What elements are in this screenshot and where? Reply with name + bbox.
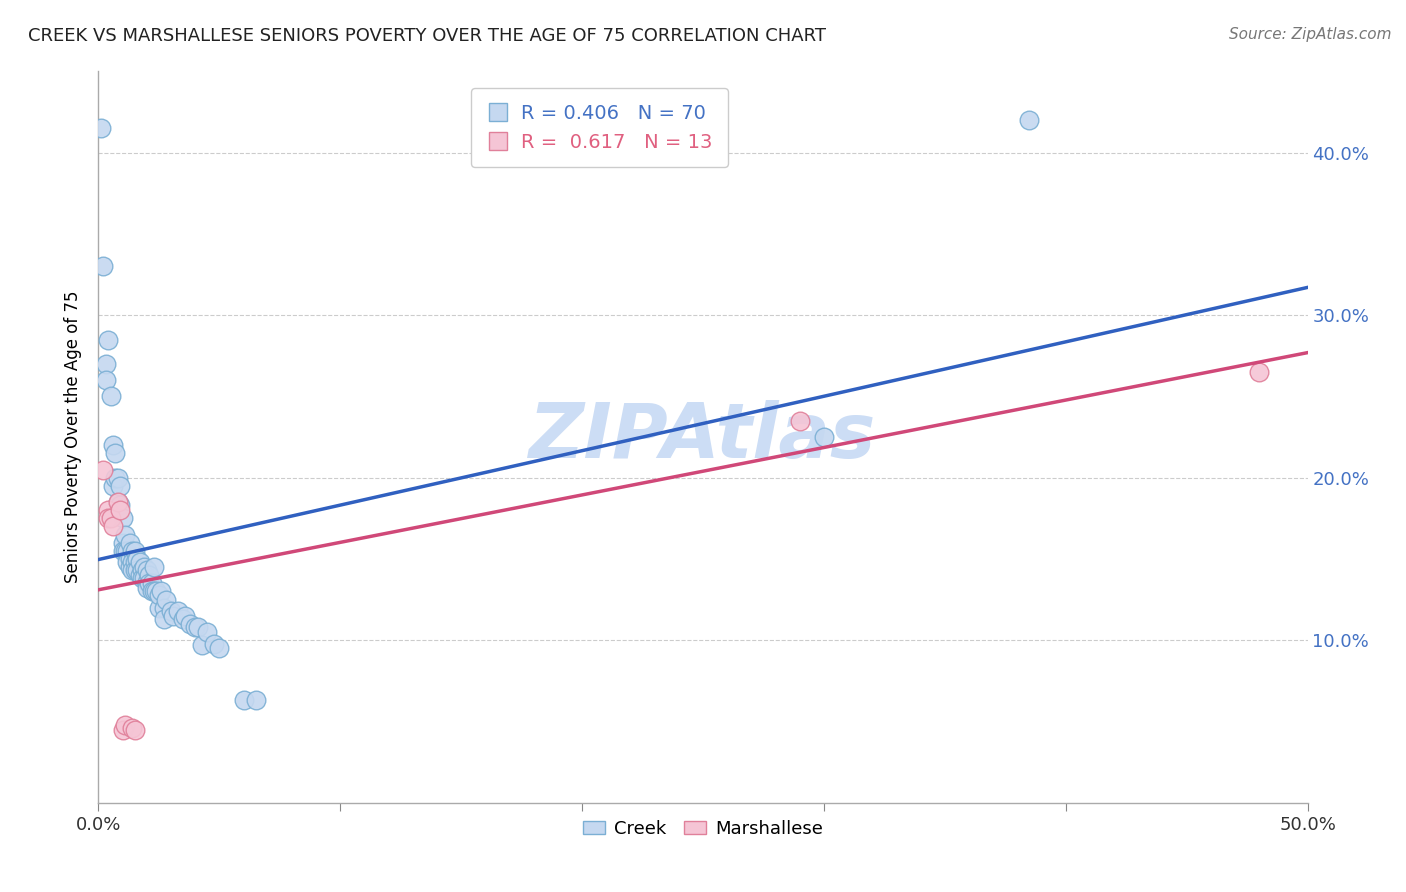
Point xyxy=(204,636,226,650)
Point xyxy=(174,608,197,623)
Point xyxy=(131,572,153,586)
Point xyxy=(813,430,835,444)
Point xyxy=(150,584,173,599)
Point xyxy=(94,357,117,371)
Point xyxy=(245,693,267,707)
Point xyxy=(208,641,231,656)
Point xyxy=(131,563,153,577)
Point xyxy=(148,588,170,602)
Point xyxy=(97,503,120,517)
Point xyxy=(100,389,122,403)
Point xyxy=(108,499,131,513)
Point xyxy=(138,576,160,591)
Text: CREEK VS MARSHALLESE SENIORS POVERTY OVER THE AGE OF 75 CORRELATION CHART: CREEK VS MARSHALLESE SENIORS POVERTY OVE… xyxy=(28,27,827,45)
Point xyxy=(107,471,129,485)
Point xyxy=(143,560,166,574)
Point xyxy=(191,638,214,652)
Point xyxy=(91,462,114,476)
Point xyxy=(141,576,163,591)
Point xyxy=(111,723,134,737)
Point xyxy=(101,438,124,452)
Point xyxy=(135,581,157,595)
Point xyxy=(118,535,141,549)
Point xyxy=(152,612,174,626)
Point xyxy=(111,544,134,558)
Point xyxy=(124,723,146,737)
Point xyxy=(114,527,136,541)
Point xyxy=(179,617,201,632)
Legend: Creek, Marshallese: Creek, Marshallese xyxy=(576,813,830,845)
Point xyxy=(104,446,127,460)
Point xyxy=(111,511,134,525)
Point xyxy=(100,511,122,525)
Point xyxy=(124,544,146,558)
Point xyxy=(195,625,218,640)
Point xyxy=(107,495,129,509)
Text: ZIPAtlas: ZIPAtlas xyxy=(529,401,877,474)
Point xyxy=(127,552,149,566)
Point xyxy=(184,620,207,634)
Point xyxy=(145,584,167,599)
Point xyxy=(232,693,254,707)
Point xyxy=(121,555,143,569)
Point xyxy=(118,560,141,574)
Text: Source: ZipAtlas.com: Source: ZipAtlas.com xyxy=(1229,27,1392,42)
Point xyxy=(127,563,149,577)
Point xyxy=(117,544,139,558)
Point xyxy=(128,568,150,582)
Point xyxy=(121,563,143,577)
Point xyxy=(107,495,129,509)
Point xyxy=(187,620,209,634)
Point xyxy=(143,584,166,599)
Point xyxy=(134,572,156,586)
Point xyxy=(1018,113,1040,128)
Point xyxy=(789,414,811,428)
Point xyxy=(1249,365,1271,379)
Point xyxy=(152,600,174,615)
Point xyxy=(111,535,134,549)
Point xyxy=(167,604,190,618)
Point xyxy=(141,584,163,599)
Point xyxy=(90,121,112,136)
Point xyxy=(128,555,150,569)
Point xyxy=(97,333,120,347)
Point xyxy=(135,574,157,589)
Point xyxy=(97,511,120,525)
Point xyxy=(114,718,136,732)
Point xyxy=(124,563,146,577)
Point xyxy=(108,503,131,517)
Point xyxy=(162,608,184,623)
Point xyxy=(121,721,143,735)
Point xyxy=(101,519,124,533)
Point xyxy=(135,563,157,577)
Point xyxy=(101,479,124,493)
Point xyxy=(104,471,127,485)
Point xyxy=(114,544,136,558)
Point xyxy=(124,555,146,569)
Point xyxy=(138,568,160,582)
Point xyxy=(121,544,143,558)
Point xyxy=(160,604,183,618)
Point xyxy=(148,600,170,615)
Point xyxy=(134,560,156,574)
Point xyxy=(108,479,131,493)
Point xyxy=(91,260,114,274)
Y-axis label: Seniors Poverty Over the Age of 75: Seniors Poverty Over the Age of 75 xyxy=(65,291,83,583)
Point xyxy=(117,555,139,569)
Point xyxy=(155,592,177,607)
Point xyxy=(118,552,141,566)
Point xyxy=(172,612,194,626)
Point xyxy=(94,373,117,387)
